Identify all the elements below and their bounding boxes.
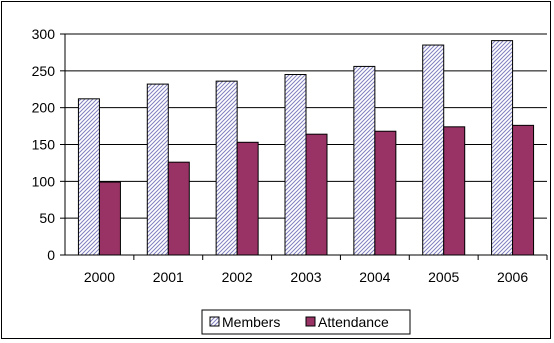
bar-attendance-2002: [236, 141, 259, 256]
x-tick-label: 2006: [497, 269, 528, 285]
y-tick-label: 0: [47, 247, 55, 263]
bar-members-2003: [284, 74, 307, 256]
bar-members-2001: [146, 83, 169, 256]
bar-layer: [77, 40, 535, 256]
legend: Members Attendance: [201, 309, 411, 335]
y-tick-label: 100: [32, 173, 56, 189]
y-tick-label: 150: [32, 137, 56, 153]
bar-members-2004: [353, 65, 376, 256]
x-tick-label: 2004: [359, 269, 390, 285]
x-tick-label: 2003: [290, 269, 321, 285]
x-tick-label: 2005: [428, 269, 459, 285]
bar-attendance-2005: [443, 126, 466, 256]
y-tick-label: 50: [39, 210, 55, 226]
bar-attendance-2004: [374, 130, 397, 256]
bar-attendance-2003: [305, 133, 328, 256]
bar-attendance-2000: [98, 181, 121, 256]
bar-members-2006: [491, 40, 514, 256]
bar-attendance-2006: [512, 124, 535, 256]
legend-swatch-attendance: [305, 316, 316, 327]
y-tick-label: 250: [32, 63, 56, 79]
bar-members-2002: [215, 80, 238, 256]
axis-layer: 0 50 100 150 200 250 300 2000 2001 2002 2003 2004 20…: [32, 26, 548, 285]
bar-members-2005: [422, 44, 445, 256]
bar-members-2000: [77, 98, 100, 256]
legend-label-attendance: Attendance: [318, 314, 389, 330]
legend-swatch-members: [209, 316, 220, 327]
bar-attendance-2001: [167, 161, 190, 256]
bar-chart: 0 50 100 150 200 250 300 2000 2001 2002 2003 2004 20…: [32, 26, 548, 335]
chart-frame: 0 50 100 150 200 250 300 2000 2001 2002 2003 2004 20…: [1, 1, 551, 339]
x-tick-label: 2001: [153, 269, 184, 285]
x-tick-label: 2002: [222, 269, 253, 285]
y-tick-label: 200: [32, 100, 56, 116]
y-tick-label: 300: [32, 26, 56, 42]
legend-label-members: Members: [222, 314, 280, 330]
x-tick-label: 2000: [84, 269, 115, 285]
